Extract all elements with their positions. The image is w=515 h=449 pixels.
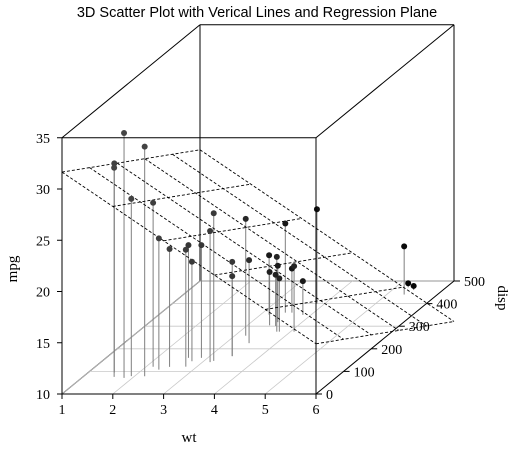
data-point [274,262,281,269]
plane-line [199,149,455,322]
plane-line [61,171,317,345]
y-tick-label: 500 [464,275,485,290]
y-tick-label: 200 [381,343,402,358]
data-point [229,258,236,265]
z-tick-label: 20 [36,286,50,301]
y-tick-label: 0 [326,388,333,403]
plane-line [61,149,201,173]
floor-grid-line [112,280,252,395]
data-points [111,129,417,289]
x-tick-label: 5 [262,403,269,418]
y-axis-label: disp [494,285,510,310]
x-tick-label: 2 [109,403,116,418]
data-point [272,271,279,278]
data-point [242,215,249,222]
x-tick-label: 6 [313,403,320,418]
data-point [207,227,214,234]
data-point [266,268,273,275]
data-point [246,257,253,264]
box-edge [61,24,201,139]
data-point [266,252,273,259]
data-point [410,282,417,289]
data-point [273,253,280,260]
box-edge [315,280,455,395]
data-point [111,164,118,171]
data-point [128,195,135,202]
data-point [229,273,236,280]
data-point [401,243,408,250]
axes: 1 2 3 4 5 6 10 15 20 25 30 35 0 100 200 300 400 500 [36,132,485,418]
plane-line [144,158,400,331]
y-tick-label: 100 [354,365,375,380]
data-point [405,280,412,287]
plane-line [172,153,427,327]
z-axis-label: mpg [5,255,21,282]
z-tick-label: 35 [36,132,50,147]
plane-line [315,321,455,345]
data-point [121,129,128,136]
data-point [155,235,162,242]
floor-grid-line [214,280,353,395]
drop-lines [113,132,415,378]
z-tick-label: 30 [36,183,50,198]
z-tick-label: 15 [36,337,50,352]
x-axis-label: wt [182,430,198,446]
regression-plane [61,149,455,345]
data-point [111,160,118,167]
data-point [150,199,157,206]
box-front-edges [61,24,455,395]
data-point [198,242,205,249]
floor-grid-line [264,280,404,395]
x-tick-label: 3 [160,403,167,418]
plane-line [214,252,353,276]
data-point [210,210,217,217]
box-back-edges [61,24,454,395]
data-point [276,275,283,282]
box-edge [315,24,455,139]
data-point [313,206,320,213]
data-point [299,278,306,285]
plane-line [89,167,344,340]
floor-grid [61,280,455,395]
x-tick-label: 4 [211,403,218,418]
data-point [141,143,148,150]
y-tick-label: 300 [409,320,430,335]
plane-line [112,183,251,207]
data-point [282,220,289,227]
plane-line [163,218,302,242]
plane-line [116,162,372,336]
data-point [291,263,298,270]
y-tick-label: 400 [436,298,457,313]
z-tick-label: 10 [36,388,50,403]
data-point [166,245,173,252]
data-point [185,242,192,249]
data-point [188,258,195,265]
plane-line [265,286,404,310]
x-tick-label: 1 [59,403,66,418]
chart-title: 3D Scatter Plot with Verical Lines and R… [77,5,437,21]
data-point [182,246,189,253]
z-tick-label: 25 [36,234,50,249]
